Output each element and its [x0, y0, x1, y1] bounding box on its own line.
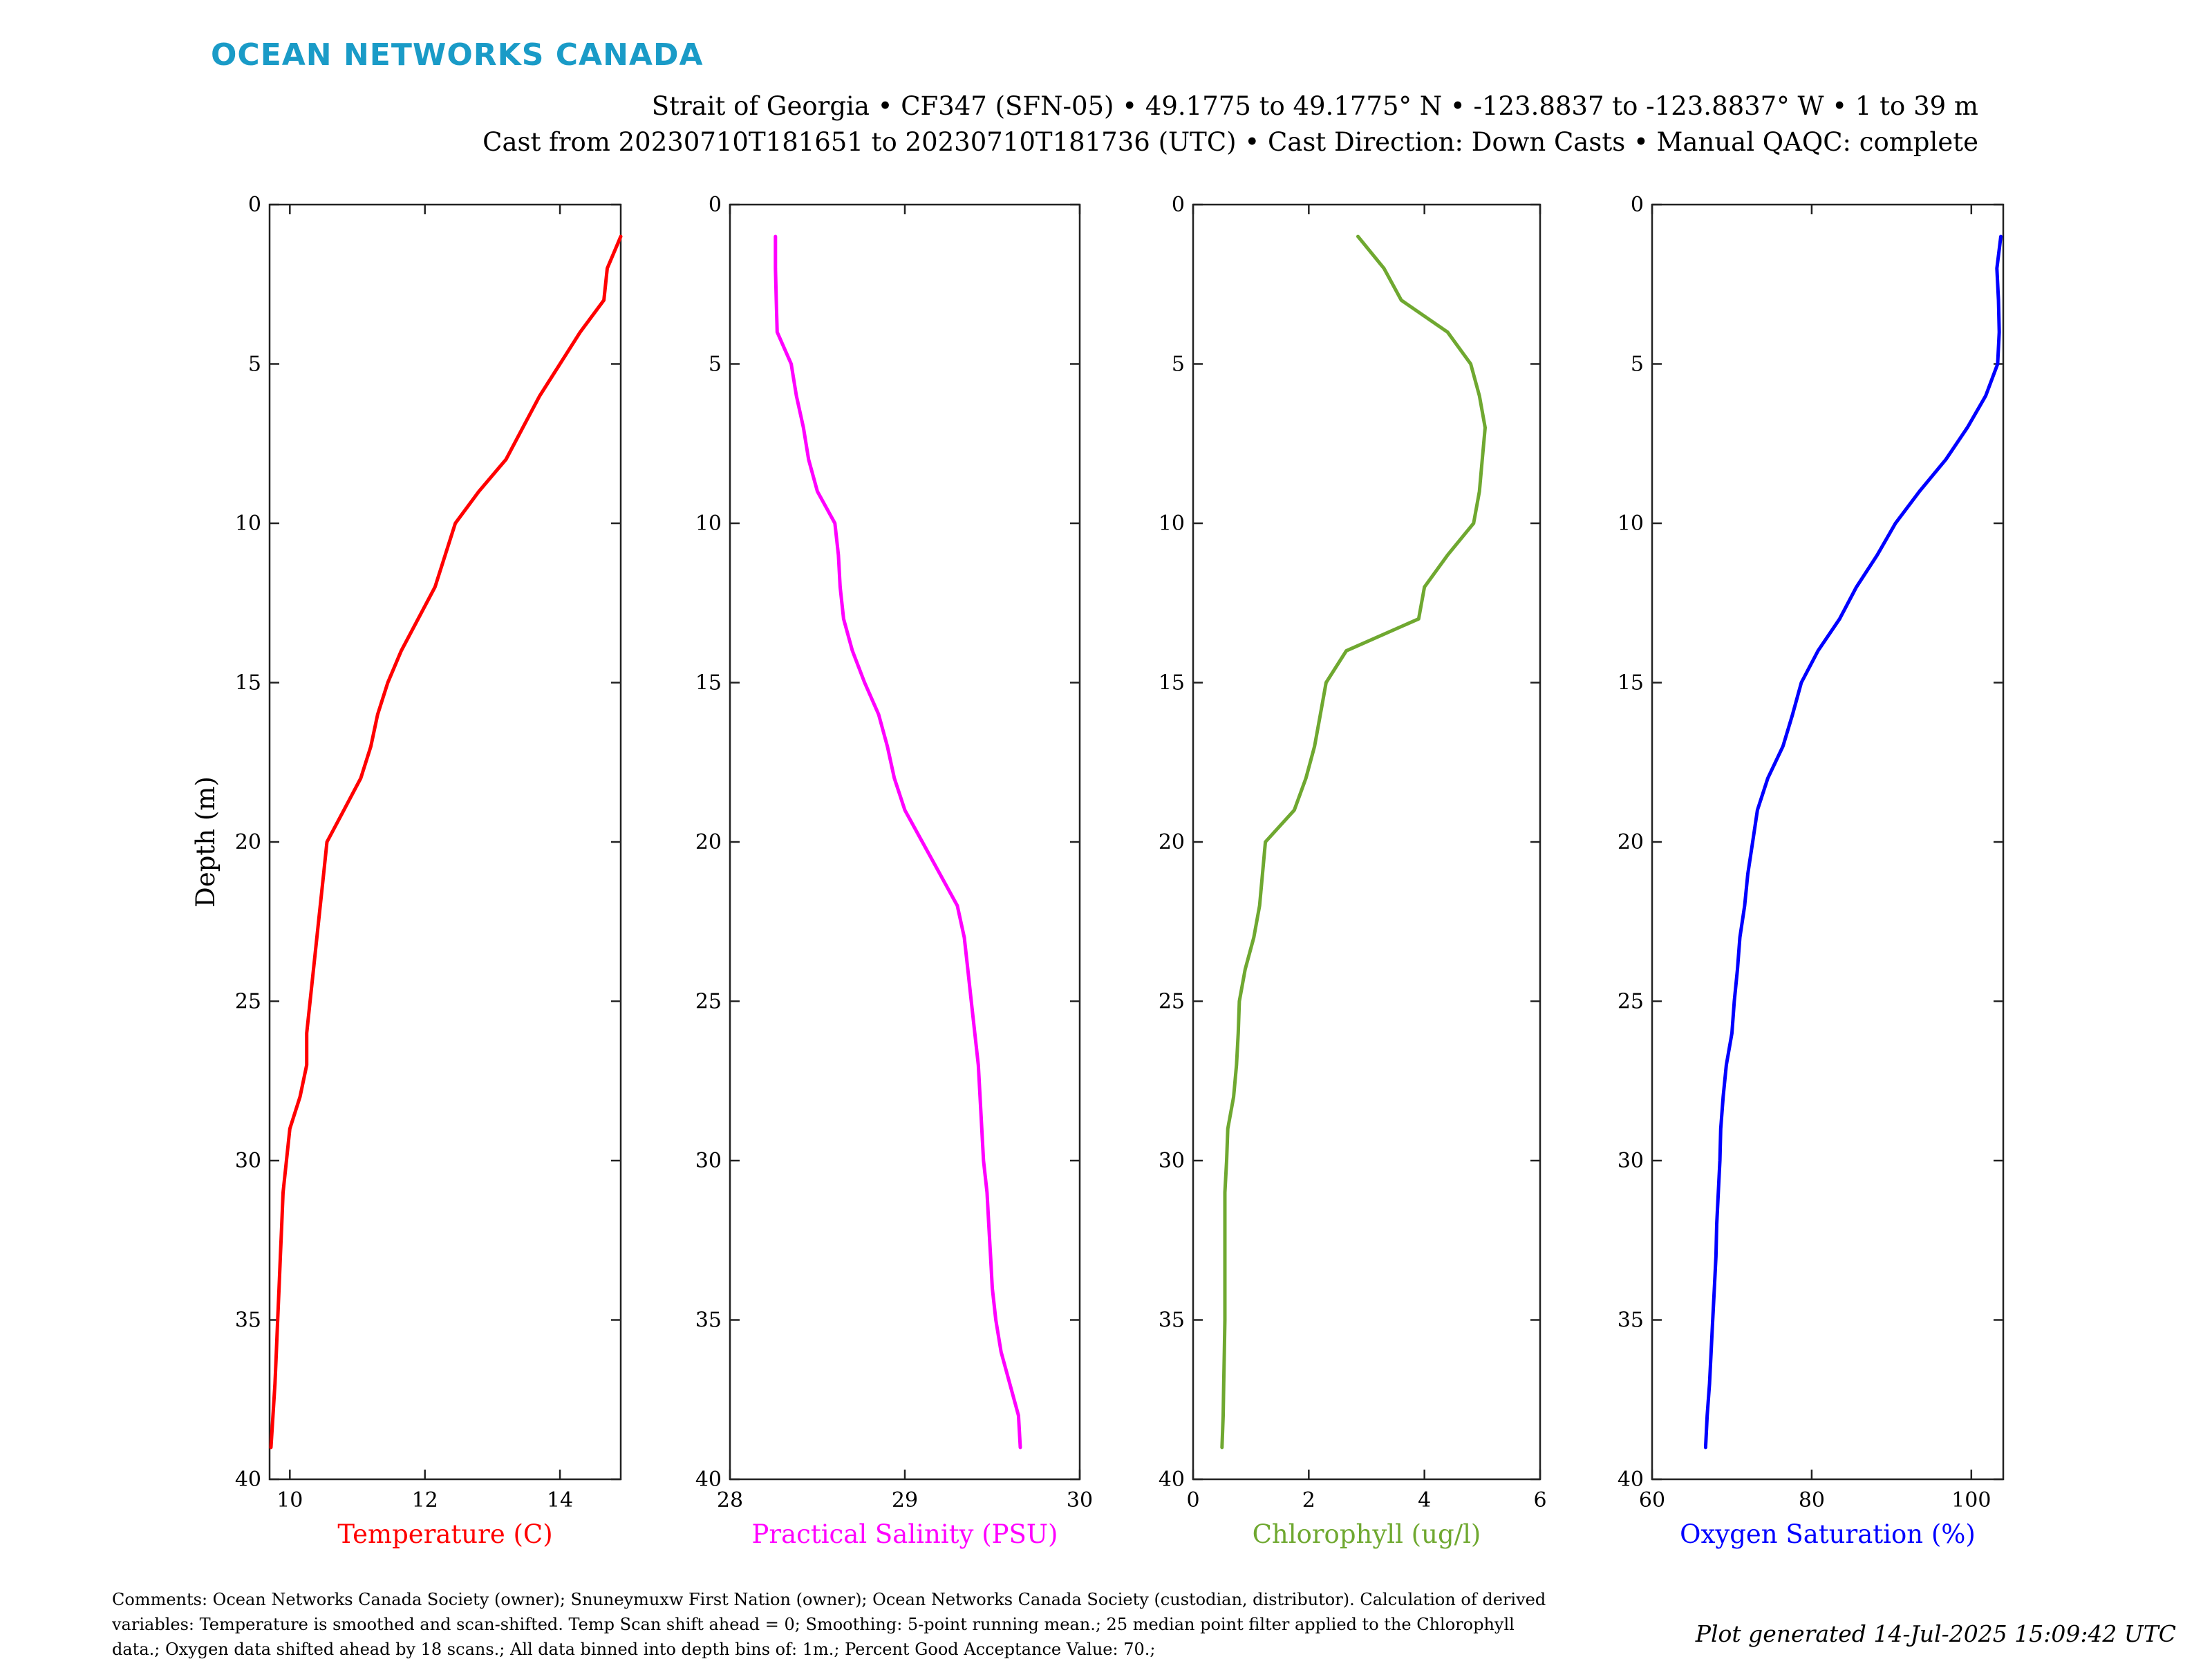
- x-axis-label: Temperature (C): [337, 1519, 552, 1549]
- y-tick-label: 0: [709, 193, 722, 217]
- x-tick-label: 12: [412, 1488, 438, 1512]
- plot-frame: [268, 203, 622, 1481]
- y-tick-label: 35: [1159, 1309, 1185, 1333]
- comments-line-3: data.; Oxygen data shifted ahead by 18 s…: [112, 1640, 1155, 1659]
- panel-1: 0 5 10 15 20 25 30 35 40 10 12 14 Temperature (C) Dep…: [191, 193, 623, 1549]
- profile-line: [774, 234, 1022, 1450]
- x-axis-label: Chlorophyll (ug/l): [1253, 1519, 1481, 1549]
- x-tick-label: 0: [1186, 1488, 1199, 1512]
- y-tick-label: 30: [1159, 1149, 1185, 1173]
- x-tick-label: 30: [1067, 1488, 1093, 1512]
- x-tick-label: 4: [1418, 1488, 1431, 1512]
- y-tick-label: 5: [1172, 353, 1185, 377]
- y-tick-label: 10: [1159, 512, 1185, 536]
- profile-line: [1220, 234, 1487, 1450]
- x-tick-label: 29: [892, 1488, 918, 1512]
- y-tick-label: 40: [235, 1468, 261, 1492]
- x-axis-label: Oxygen Saturation (%): [1680, 1519, 1976, 1549]
- plot-generated-stamp: Plot generated 14-Jul-2025 15:09:42 UTC: [1695, 1620, 2176, 1647]
- y-tick-label: 20: [235, 830, 261, 854]
- plot-frame: [1651, 203, 2005, 1481]
- profile-line: [1703, 234, 2003, 1450]
- y-tick-label: 30: [1618, 1149, 1644, 1173]
- y-tick-label: 10: [1618, 512, 1644, 536]
- y-tick-label: 0: [1172, 193, 1185, 217]
- y-tick-label: 20: [1159, 830, 1185, 854]
- y-tick-label: 35: [1618, 1309, 1644, 1333]
- plot-frame: [1192, 203, 1541, 1481]
- y-tick-label: 5: [709, 353, 722, 377]
- y-tick-label: 35: [695, 1309, 722, 1333]
- y-tick-label: 15: [235, 671, 261, 695]
- x-tick-label: 10: [276, 1488, 303, 1512]
- x-axis-label: Practical Salinity (PSU): [751, 1519, 1058, 1549]
- y-tick-label: 40: [1159, 1468, 1185, 1492]
- y-tick-label: 5: [248, 353, 261, 377]
- x-tick-label: 60: [1639, 1488, 1665, 1512]
- x-tick-label: 100: [1951, 1488, 1991, 1512]
- x-tick-label: 6: [1533, 1488, 1546, 1512]
- y-tick-label: 20: [1618, 830, 1644, 854]
- y-tick-label: 0: [248, 193, 261, 217]
- y-tick-label: 25: [695, 990, 722, 1014]
- plot-frame: [729, 203, 1081, 1481]
- x-tick-label: 14: [547, 1488, 573, 1512]
- header-line-2: Cast from 20230710T181651 to 20230710T18…: [482, 127, 1978, 157]
- x-tick-label: 28: [717, 1488, 743, 1512]
- y-tick-label: 10: [695, 512, 722, 536]
- y-tick-label: 25: [1159, 990, 1185, 1014]
- profile-line: [269, 234, 623, 1450]
- y-tick-label: 15: [695, 671, 722, 695]
- y-tick-label: 30: [235, 1149, 261, 1173]
- y-tick-label: 5: [1631, 353, 1644, 377]
- x-tick-label: 80: [1799, 1488, 1825, 1512]
- y-tick-label: 15: [1618, 671, 1644, 695]
- y-tick-label: 25: [1618, 990, 1644, 1014]
- y-axis-label: Depth (m): [191, 776, 221, 908]
- y-tick-label: 35: [235, 1309, 261, 1333]
- brand-logo: OCEAN NETWORKS CANADA: [211, 37, 704, 73]
- y-tick-label: 15: [1159, 671, 1185, 695]
- y-tick-label: 30: [695, 1149, 722, 1173]
- header-line-1: Strait of Georgia • CF347 (SFN-05) • 49.…: [652, 91, 1978, 121]
- y-tick-label: 40: [1618, 1468, 1644, 1492]
- y-tick-label: 20: [695, 830, 722, 854]
- y-tick-label: 10: [235, 512, 261, 536]
- y-tick-label: 0: [1631, 193, 1644, 217]
- x-tick-label: 2: [1302, 1488, 1315, 1512]
- comments-line-1: Comments: Ocean Networks Canada Society …: [112, 1590, 1546, 1609]
- y-tick-label: 25: [235, 990, 261, 1014]
- y-tick-label: 40: [695, 1468, 722, 1492]
- comments-line-2: variables: Temperature is smoothed and s…: [111, 1615, 1515, 1634]
